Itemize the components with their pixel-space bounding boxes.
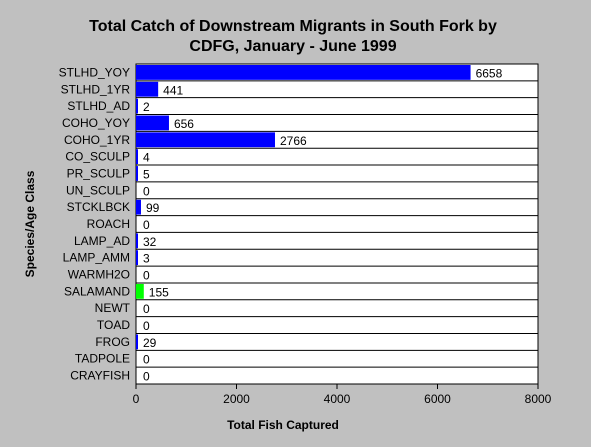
value-label: 441	[163, 83, 183, 97]
value-label: 0	[143, 184, 150, 198]
category-label: COHO_YOY	[62, 116, 130, 130]
value-label: 2766	[280, 134, 307, 148]
bar	[136, 283, 144, 299]
x-axis-ticks: 0 2000 4000 6000 8000	[133, 384, 552, 406]
x-tick-label: 4000	[324, 392, 351, 406]
bar	[136, 98, 138, 114]
bar	[136, 233, 138, 249]
category-label: CO_SCULP	[65, 150, 130, 164]
bar	[136, 250, 138, 266]
bar	[136, 334, 138, 350]
value-label: 5	[143, 167, 150, 181]
category-label: STLHD_1YR	[61, 82, 131, 96]
bar	[136, 132, 275, 148]
x-axis-title: Total Fish Captured	[227, 418, 339, 432]
value-label: 3	[143, 252, 150, 266]
x-tick-label: 2000	[223, 392, 250, 406]
category-label: FROG	[95, 335, 130, 349]
value-label: 0	[143, 302, 150, 316]
x-tick-label: 0	[133, 392, 140, 406]
value-label: 4	[143, 151, 150, 165]
chart-title-line-2: CDFG, January - June 1999	[189, 38, 396, 55]
category-label: ROACH	[87, 217, 130, 231]
x-tick-label: 8000	[525, 392, 552, 406]
bar	[136, 149, 138, 165]
value-label: 32	[143, 235, 157, 249]
plot-area	[135, 63, 539, 385]
category-label: CRAYFISH	[70, 369, 130, 383]
value-label: 656	[174, 117, 194, 131]
value-label: 0	[143, 370, 150, 384]
category-label: WARMH2O	[68, 268, 130, 282]
value-label: 6658	[476, 66, 503, 80]
bars	[136, 65, 471, 350]
category-label: TOAD	[97, 318, 130, 332]
value-label: 2	[143, 100, 150, 114]
x-tick-label: 6000	[424, 392, 451, 406]
value-label: 0	[143, 218, 150, 232]
category-label: STLHD_YOY	[59, 65, 130, 79]
value-label: 0	[143, 269, 150, 283]
category-label: COHO_1YR	[64, 133, 130, 147]
bar	[136, 166, 138, 181]
category-label: UN_SCULP	[66, 183, 130, 197]
category-label: LAMP_AMM	[63, 251, 130, 265]
category-label: LAMP_AD	[74, 234, 130, 248]
value-label: 99	[146, 201, 160, 215]
value-label: 155	[149, 285, 169, 299]
chart-title-line-1: Total Catch of Downstream Migrants in So…	[89, 18, 497, 35]
bar	[136, 199, 141, 215]
bar	[136, 65, 471, 80]
category-label: STCKLBCK	[67, 200, 130, 214]
category-label: TADPOLE	[75, 352, 130, 366]
value-label: 29	[143, 336, 157, 350]
value-label: 0	[143, 319, 150, 333]
bar	[136, 81, 159, 97]
category-label: PR_SCULP	[67, 166, 130, 180]
gridlines	[136, 80, 538, 368]
value-labels: 6658 441 2 656 2766 4 5 0 99 0 32 3 0 155 0 0 29 0 0	[143, 66, 503, 383]
bar	[136, 115, 169, 131]
value-label: 0	[143, 353, 150, 367]
y-axis-title: Species/Age Class	[23, 170, 37, 277]
category-label: STLHD_AD	[67, 99, 130, 113]
category-label: NEWT	[95, 301, 131, 315]
category-label: SALAMAND	[64, 284, 130, 298]
category-labels: STLHD_YOY STLHD_1YR STLHD_AD COHO_YOY COHO_1…	[59, 65, 131, 382]
